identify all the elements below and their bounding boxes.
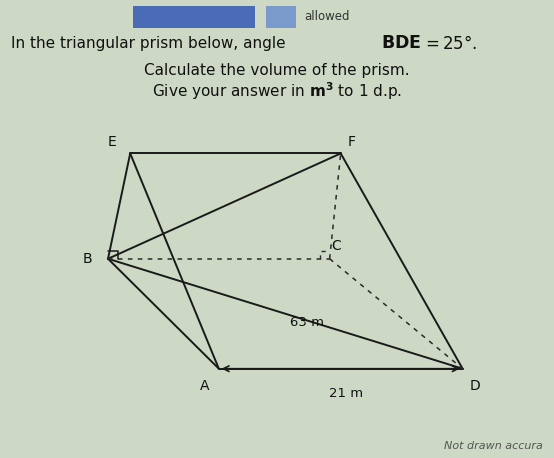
Text: F: F (348, 135, 356, 149)
FancyBboxPatch shape (266, 6, 296, 28)
Text: E: E (108, 135, 117, 149)
Text: C: C (331, 239, 341, 253)
Text: In the triangular prism below, angle: In the triangular prism below, angle (11, 36, 291, 51)
Text: A: A (200, 379, 210, 393)
Text: Give your answer in $\mathbf{m}^{\mathbf{3}}$ to 1 d.p.: Give your answer in $\mathbf{m}^{\mathbf… (152, 81, 402, 103)
Text: B: B (82, 252, 92, 266)
Text: $\mathbf{BDE}$: $\mathbf{BDE}$ (381, 35, 422, 52)
Text: D: D (469, 379, 480, 393)
Text: $= 25°.$: $= 25°.$ (422, 34, 478, 53)
Text: Not drawn accura: Not drawn accura (444, 441, 543, 451)
Text: Calculate the volume of the prism.: Calculate the volume of the prism. (144, 64, 410, 78)
Text: 63 m: 63 m (290, 316, 325, 329)
Text: allowed: allowed (305, 11, 350, 23)
Text: 21 m: 21 m (329, 387, 363, 400)
FancyBboxPatch shape (133, 6, 255, 28)
